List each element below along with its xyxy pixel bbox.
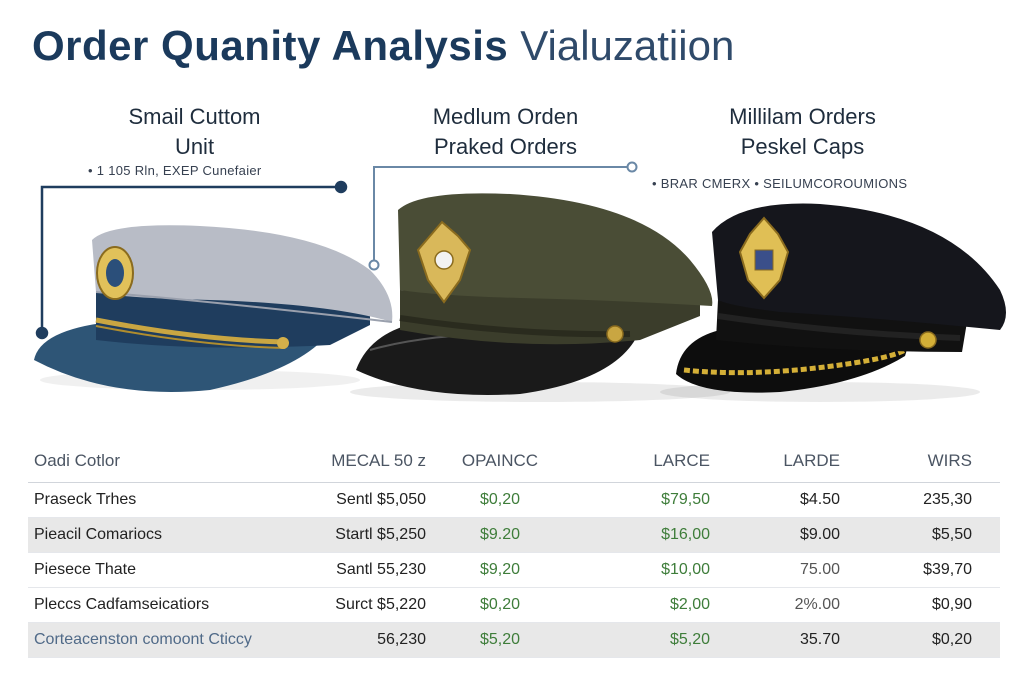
table-cell: $0,20	[479, 596, 521, 613]
page-title-bold: Order Quanity Analysis	[32, 22, 509, 69]
cap-note-small: • 1 105 Rln, EXEP Cunefaier	[88, 163, 262, 178]
table-cell: $39,70	[923, 561, 972, 578]
table-cell: Pieacil Comariocs	[34, 526, 163, 543]
header-cell: MECAL 50 z	[331, 451, 426, 470]
table-cell: $0,20	[479, 491, 521, 508]
table-cell: $0,20	[931, 631, 972, 648]
table-cell: Startl $5,250	[335, 526, 426, 543]
header-cell: Oadi Cotlor	[34, 451, 120, 470]
table-cell: $0,90	[931, 596, 972, 613]
cap-note-large: • BRAR CMERX • SEILUMCOROUMIONS	[652, 176, 908, 191]
cap-label-medium: Medlum Orden Praked Orders	[378, 102, 633, 162]
table-row: Corteacenston comoont Cticcy 56,230 $5,2…	[28, 623, 1000, 658]
table-cell: $9.20	[479, 526, 521, 543]
table-cell: Sentl $5,050	[336, 491, 426, 508]
table-row: Pleccs Cadfamseicatiors Surct $5,220 $0,…	[28, 588, 1000, 623]
header-cell: LARCE	[653, 451, 710, 470]
black-peaked-cap-icon	[660, 203, 1006, 402]
table-cell: Santl 55,230	[336, 561, 426, 578]
table-row: Pieacil Comariocs Startl $5,250 $9.20 $1…	[28, 518, 1000, 553]
order-table: Oadi Cotlor MECAL 50 z OPAINCC LARCE LAR…	[28, 440, 1000, 658]
header-cell: OPAINCC	[461, 451, 539, 470]
table-cell: 2%.00	[794, 596, 840, 613]
cap-label-large-line1: Millilam Orders	[729, 104, 876, 129]
caps-illustration	[34, 161, 1006, 402]
table-row: Prasеck Trhes Sentl $5,050 $0,20 $79,50 …	[28, 483, 1000, 518]
table-cell: $5,50	[931, 526, 972, 543]
cap-label-small-line1: Smail Cuttom	[128, 104, 261, 129]
navy-peaked-cap-icon	[34, 225, 393, 392]
table-cell: Piesece Thate	[34, 561, 136, 578]
table-cell: 56,230	[377, 631, 426, 648]
table-cell: $5,20	[669, 631, 710, 648]
table-header: Oadi Cotlor MECAL 50 z OPAINCC LARCE LAR…	[28, 440, 1000, 483]
table-cell: $2,00	[669, 596, 710, 613]
olive-peaked-cap-icon	[350, 193, 730, 402]
table-cell: Corteacenston comoont Cticcy	[34, 631, 252, 648]
cap-label-small-line2: Unit	[174, 134, 215, 159]
cap-label-large-line2: Peskel Caps	[740, 134, 865, 159]
table-cell: $9,20	[479, 561, 521, 578]
table-cell: $79,50	[661, 491, 710, 508]
table-cell: $4.50	[799, 491, 840, 508]
table-cell: Prasеck Trhes	[34, 491, 137, 508]
table-cell: $5,20	[479, 631, 521, 648]
connector-small	[35, 180, 348, 340]
table-cell: 75.00	[799, 561, 840, 578]
page-title: Order Quanity Analysis Vialuzatiion	[32, 22, 734, 70]
cap-label-medium-line2: Praked Orders	[433, 134, 578, 159]
table-cell: $9.00	[799, 526, 840, 543]
cap-label-large: Millilam Orders Peskel Caps	[690, 102, 915, 162]
table-cell: $10,00	[661, 561, 710, 578]
connector-medium	[368, 161, 638, 271]
header-cell: LARDE	[783, 451, 840, 470]
table-cell: Pleccs Cadfamseicatiors	[34, 596, 210, 613]
table-cell: 235,30	[923, 491, 972, 508]
table-cell: Surct $5,220	[335, 596, 426, 613]
cap-label-medium-line1: Medlum Orden	[432, 104, 579, 129]
cap-label-small: Smail Cuttom Unit	[92, 102, 297, 162]
header-cell: WIRS	[927, 451, 972, 470]
table-cell: $16,00	[661, 526, 710, 543]
table-row: Piesece Thate Santl 55,230 $9,20 $10,00 …	[28, 553, 1000, 588]
table-cell: 35.70	[799, 631, 840, 648]
page-title-light: Vialuzatiion	[520, 22, 735, 69]
